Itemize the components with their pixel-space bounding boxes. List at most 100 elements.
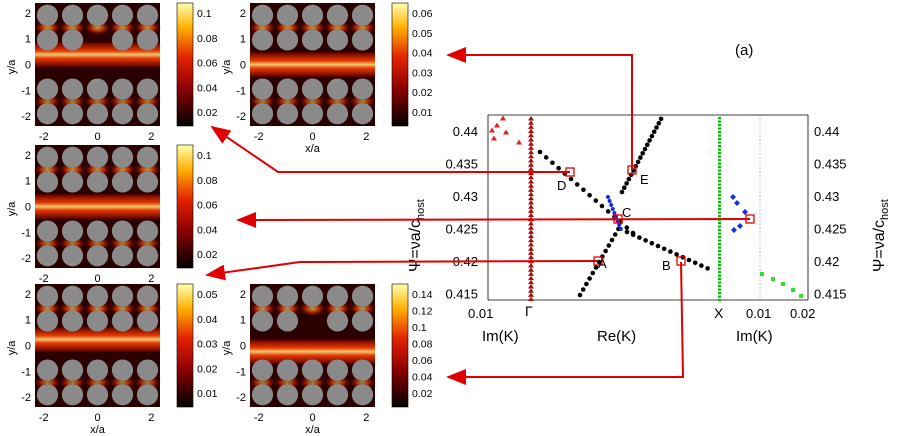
gamma-point-marker [528, 195, 534, 201]
rod [136, 171, 159, 193]
field-hotspot [298, 93, 327, 110]
colorbar-tick-label: 0.06 [197, 58, 218, 70]
rod [86, 384, 109, 406]
rod [301, 359, 324, 381]
right-y-tick-label: 0.42 [814, 254, 839, 269]
re-k-point [587, 192, 592, 198]
re-k-point [587, 276, 592, 281]
field-hotspot [83, 93, 112, 110]
re-k-point [543, 155, 549, 160]
x-tick-label: 2 [148, 131, 154, 143]
rod [61, 146, 84, 168]
x-point-marker [718, 117, 721, 120]
rod [36, 220, 59, 242]
gamma-point-marker [528, 292, 534, 297]
gamma-point-marker [528, 166, 534, 171]
colorbar-tick-label: 0.04 [412, 372, 433, 384]
field-hotspot [33, 19, 62, 36]
y-tick-label: -2 [236, 111, 246, 123]
im-k-point [734, 200, 740, 206]
y-tick-label: -2 [236, 392, 246, 404]
im-left-axis-label: Im(K) [482, 328, 519, 345]
y-tick-label: -1 [21, 85, 31, 97]
rod [111, 310, 134, 332]
rod [136, 103, 159, 125]
arrow-b-to-bottom-right-map [446, 261, 685, 385]
rod [301, 103, 324, 125]
rod [251, 103, 274, 125]
field-hotspot [348, 374, 377, 391]
field-hotspot [298, 300, 327, 317]
gamma-point-marker [528, 246, 534, 251]
im-right-tick-1: 0.01 [746, 306, 771, 321]
im-k-point [737, 223, 743, 229]
im-k-left-point [491, 135, 497, 141]
x-point-marker [718, 292, 721, 295]
colorbar-tick-label: 0.04 [197, 82, 218, 94]
x-point-marker [718, 260, 721, 263]
rod [351, 29, 374, 51]
re-k-point [622, 185, 627, 190]
field-hotspot [83, 235, 112, 252]
field-hotspot [348, 300, 377, 317]
y-tick-label: 0 [240, 341, 246, 353]
rod [136, 359, 159, 381]
y-tick-label: -2 [21, 253, 31, 265]
rod [251, 384, 274, 406]
im-right-tick-2: 0.02 [790, 306, 815, 321]
colorbar [176, 144, 194, 269]
field-hotspot [248, 19, 277, 36]
re-k-point [635, 159, 641, 165]
gamma-point-marker [528, 284, 534, 289]
re-k-point [630, 232, 636, 238]
colorbar-tick-label: 0.06 [412, 355, 433, 367]
re-k-point [593, 265, 599, 270]
rod [86, 359, 109, 381]
y-tick-label: 1 [240, 34, 246, 46]
field-hotspot [108, 235, 137, 252]
x-point-marker [718, 127, 721, 130]
re-k-point [643, 238, 648, 243]
rod [351, 310, 374, 332]
rod [111, 4, 134, 26]
rod [136, 29, 159, 51]
field-hotspot [58, 19, 87, 36]
field-hotspot [33, 300, 62, 317]
rod [111, 359, 134, 381]
field-hotspot [133, 300, 162, 317]
left-y-tick-label: 0.43 [453, 189, 478, 204]
field-hotspot [83, 374, 112, 391]
rod [36, 146, 59, 168]
y-tick-label: -1 [21, 366, 31, 378]
re-k-point [647, 138, 652, 143]
field-hotspot [83, 161, 112, 178]
y-tick-label: 0 [25, 202, 31, 214]
y-axis-label: y/a [6, 340, 18, 356]
im-k-left-point [500, 115, 506, 121]
re-k-point [537, 149, 543, 155]
rod [301, 4, 324, 26]
rod [136, 78, 159, 100]
field-guided-band [250, 52, 375, 77]
rod [351, 359, 374, 381]
im-left-tick: 0.01 [468, 306, 493, 321]
colorbar-tick-label: 0.06 [412, 8, 433, 20]
rod [36, 4, 59, 26]
field-hotspot [248, 300, 277, 317]
rod [61, 359, 84, 381]
x-point-marker [718, 183, 721, 186]
rod [86, 146, 109, 168]
rod [136, 384, 159, 406]
point-label-b: B [662, 258, 671, 273]
re-k-point [668, 249, 673, 254]
point-label-c: C [622, 205, 631, 220]
colorbar-tick-label: 0.01 [197, 388, 218, 400]
y-tick-label: 0 [240, 60, 246, 72]
rod [111, 103, 134, 125]
field-hotspot [298, 374, 327, 391]
rod [36, 384, 59, 406]
gamma-point-marker [528, 296, 534, 302]
x-point-marker [718, 236, 721, 239]
y-tick-label: 2 [25, 289, 31, 301]
rod [351, 4, 374, 26]
